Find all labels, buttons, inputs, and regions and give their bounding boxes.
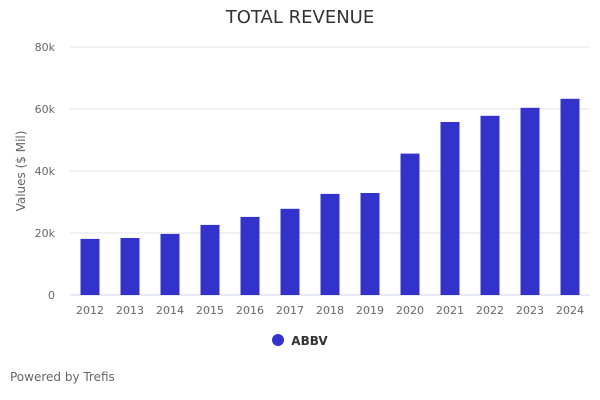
bar-2014[interactable] (160, 233, 180, 295)
y-tick-label: 40k (35, 165, 56, 178)
bar-2015[interactable] (200, 224, 220, 295)
x-tick-label: 2018 (316, 304, 344, 317)
x-tick-label: 2021 (436, 304, 464, 317)
legend-label[interactable]: ABBV (291, 334, 328, 348)
x-tick-label: 2015 (196, 304, 224, 317)
x-tick-label: 2020 (396, 304, 424, 317)
x-tick-label: 2022 (476, 304, 504, 317)
bar-2016[interactable] (240, 216, 260, 295)
x-tick-label: 2024 (556, 304, 584, 317)
bar-2018[interactable] (320, 193, 340, 295)
bar-2021[interactable] (440, 122, 460, 295)
bar-2023[interactable] (520, 107, 540, 295)
bar-2020[interactable] (400, 153, 420, 295)
bar-2017[interactable] (280, 208, 300, 295)
y-tick-label: 80k (35, 41, 56, 54)
chart-title: TOTAL REVENUE (225, 7, 375, 28)
y-axis-title: Values ($ Mil) (14, 131, 28, 212)
legend: ABBV (0, 334, 600, 348)
bar-2022[interactable] (480, 115, 500, 295)
y-tick-label: 20k (35, 227, 56, 240)
x-tick-label: 2023 (516, 304, 544, 317)
bar-2019[interactable] (360, 193, 380, 295)
x-tick-label: 2012 (76, 304, 104, 317)
legend-marker-icon[interactable] (272, 334, 285, 346)
bar-2024[interactable] (560, 98, 580, 295)
y-tick-label: 60k (35, 103, 56, 116)
x-tick-label: 2017 (276, 304, 304, 317)
powered-by-credit: Powered by Trefis (10, 370, 115, 384)
x-tick-label: 2013 (116, 304, 144, 317)
y-tick-label: 0 (48, 289, 55, 302)
x-tick-label: 2016 (236, 304, 264, 317)
bar-2013[interactable] (120, 238, 140, 295)
x-tick-label: 2019 (356, 304, 384, 317)
bar-2012[interactable] (80, 238, 100, 295)
x-tick-label: 2014 (156, 304, 184, 317)
